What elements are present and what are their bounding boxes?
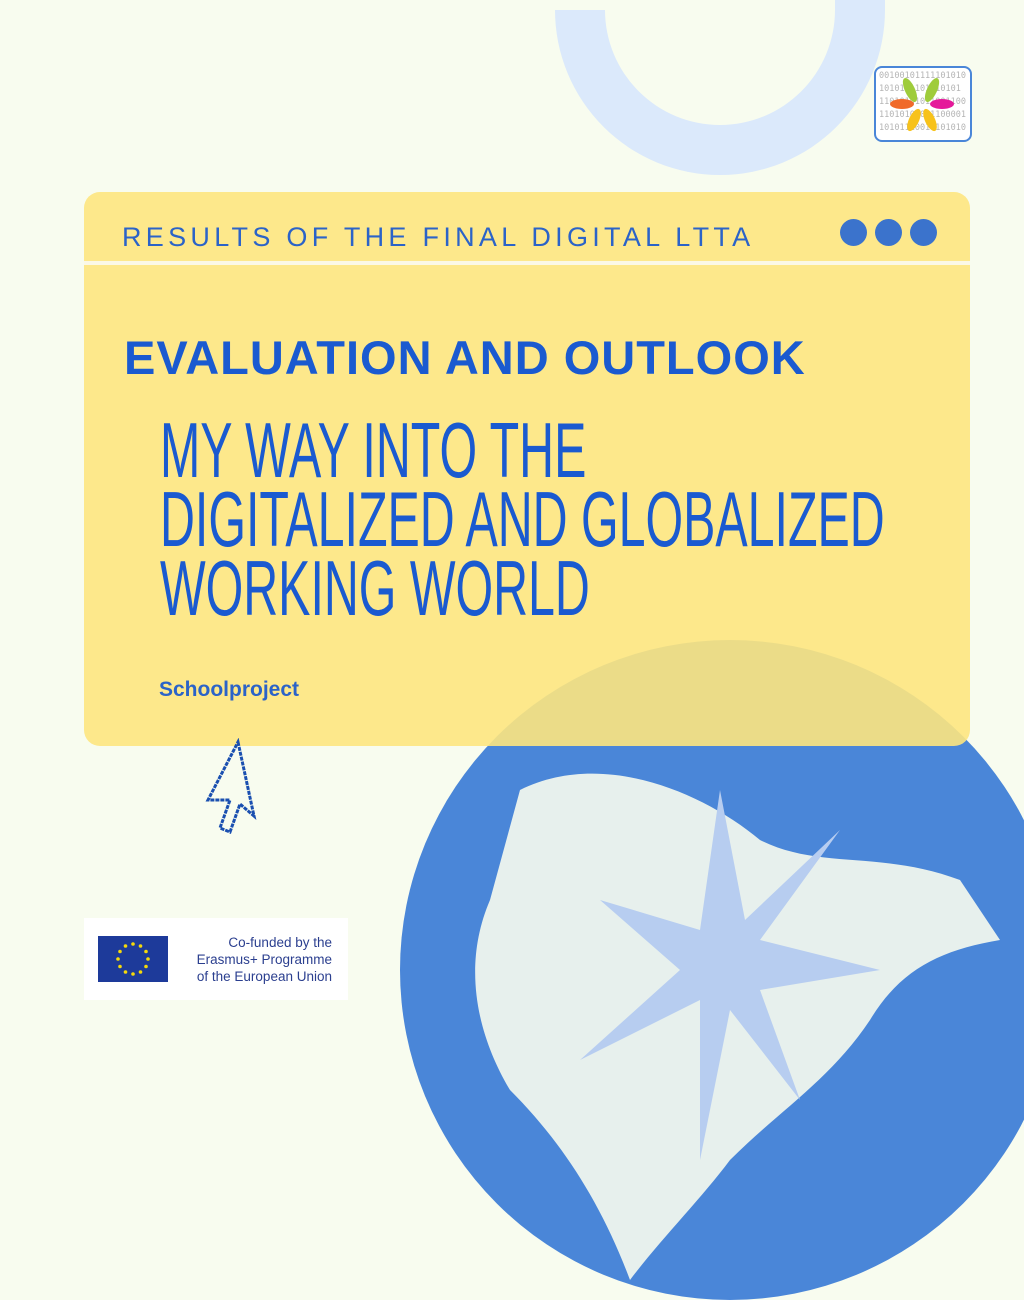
eu-text-line: Co-funded by the (228, 935, 332, 950)
header-label: RESULTS OF THE FINAL DIGITAL LTTA (122, 222, 755, 252)
window-dots-icon (910, 219, 937, 246)
header-divider (84, 261, 970, 265)
compass-star-icon (580, 790, 880, 1160)
title-line: DIGITALIZED AND GLOBALIZED (160, 475, 885, 563)
eu-text-line: Erasmus+ Programme (196, 952, 332, 967)
title-line: MY WAY INTO THE (160, 406, 587, 494)
page-title: MY WAY INTO THE DIGITALIZED AND GLOBALIZ… (160, 406, 885, 632)
logo-text: 1010101101010101 (879, 84, 961, 94)
eu-text-line: of the European Union (196, 969, 332, 984)
project-logo: 00100101111101010 1010101101010101 11010… (874, 66, 972, 142)
logo-text: 11010101011001100 (879, 97, 966, 107)
cursor-arrow-icon (205, 738, 257, 834)
logo-text: 10101110010101010 (879, 123, 966, 133)
window-dots-icon (875, 219, 902, 246)
decorative-arc (555, 0, 885, 175)
logo-text: 00100101111101010 (879, 71, 966, 81)
title-line: WORKING WORLD (160, 544, 590, 632)
eu-text: Co-funded by the Erasmus+ Programme of t… (184, 934, 332, 985)
footprints-icon (890, 78, 954, 132)
logo-text: 11010101011100001 (879, 110, 966, 120)
subtitle: Schoolproject (159, 678, 300, 701)
eu-flag-icon (98, 936, 168, 982)
page-heading: EVALUATION AND OUTLOOK (124, 331, 806, 384)
title-card (84, 192, 970, 746)
eu-cofunding-badge: Co-funded by the Erasmus+ Programme of t… (84, 918, 348, 1000)
window-dots-icon (840, 219, 867, 246)
